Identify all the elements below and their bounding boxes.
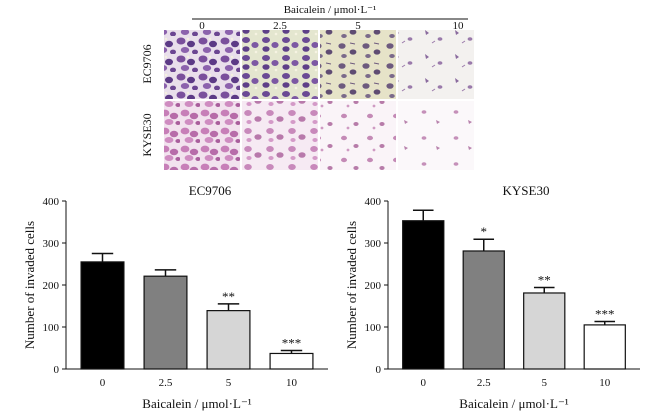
x-axis-label: Baicalein / μmol·L⁻¹ <box>459 396 569 411</box>
significance-label: ** <box>222 289 235 304</box>
y-tick-label: 0 <box>54 364 60 376</box>
y-tick-label: 0 <box>376 364 382 376</box>
x-tick-label: 10 <box>286 377 298 389</box>
y-tick-label: 300 <box>43 238 60 250</box>
micrograph-ec9706-2.5 <box>242 30 318 99</box>
y-tick-label: 400 <box>365 196 382 208</box>
micrograph-cell-line-label: KYSE30 <box>140 113 154 156</box>
bar <box>143 275 188 370</box>
significance-label: *** <box>282 336 302 351</box>
y-tick-label: 200 <box>43 280 60 292</box>
micrograph-concentration-label: 0 <box>199 20 205 32</box>
micrograph-cell-line-labels: EC9706 KYSE30 <box>140 44 154 156</box>
micrograph-panel: Baicalein / μmol·L⁻¹ 0 2.5 5 10 EC9706 KYSE3… <box>140 4 474 170</box>
micrograph-kyse30-0 <box>164 101 240 170</box>
chart-title: KYSE30 <box>503 183 550 198</box>
micrograph-cell-line-label: EC9706 <box>140 44 154 83</box>
micrograph-concentration-labels: 0 2.5 5 10 <box>199 20 464 32</box>
y-tick-label: 300 <box>365 238 382 250</box>
significance-label: * <box>481 224 488 239</box>
x-tick-label: 2.5 <box>477 377 491 389</box>
y-tick-label: 100 <box>43 322 60 334</box>
bar <box>402 220 445 370</box>
bar <box>269 352 314 370</box>
micrograph-concentration-label: 10 <box>453 20 465 32</box>
bar <box>206 310 251 370</box>
micrograph-kyse30-5 <box>320 101 396 170</box>
micrograph-kyse30-10 <box>398 101 474 170</box>
x-tick-label: 5 <box>542 377 548 389</box>
micrograph-ec9706-10 <box>398 30 474 99</box>
bar <box>583 324 626 370</box>
x-tick-label: 2.5 <box>159 377 173 389</box>
bar <box>462 250 505 370</box>
y-tick-label: 400 <box>43 196 60 208</box>
x-tick-label: 5 <box>226 377 232 389</box>
x-tick-label: 10 <box>599 377 611 389</box>
bar <box>80 261 125 370</box>
micrograph-header: Baicalein / μmol·L⁻¹ <box>284 4 377 16</box>
micrograph-images <box>164 30 474 170</box>
y-tick-label: 200 <box>365 280 382 292</box>
x-tick-label: 0 <box>421 377 427 389</box>
micrograph-concentration-label: 2.5 <box>273 20 287 32</box>
significance-label: *** <box>595 307 615 322</box>
micrograph-kyse30-2.5 <box>242 101 318 170</box>
x-axis-label: Baicalein / μmol·L⁻¹ <box>142 396 252 411</box>
significance-label: ** <box>538 273 551 288</box>
x-tick-label: 0 <box>100 377 106 389</box>
micrograph-ec9706-0 <box>164 30 240 99</box>
y-axis-label: Number of invaded cells <box>22 221 37 349</box>
y-tick-label: 100 <box>365 322 382 334</box>
micrograph-ec9706-5 <box>320 30 396 99</box>
bar <box>523 292 566 370</box>
y-axis-label: Number of invaded cells <box>344 221 359 349</box>
chart-title: EC9706 <box>189 183 232 198</box>
micrograph-concentration-label: 5 <box>355 20 361 32</box>
